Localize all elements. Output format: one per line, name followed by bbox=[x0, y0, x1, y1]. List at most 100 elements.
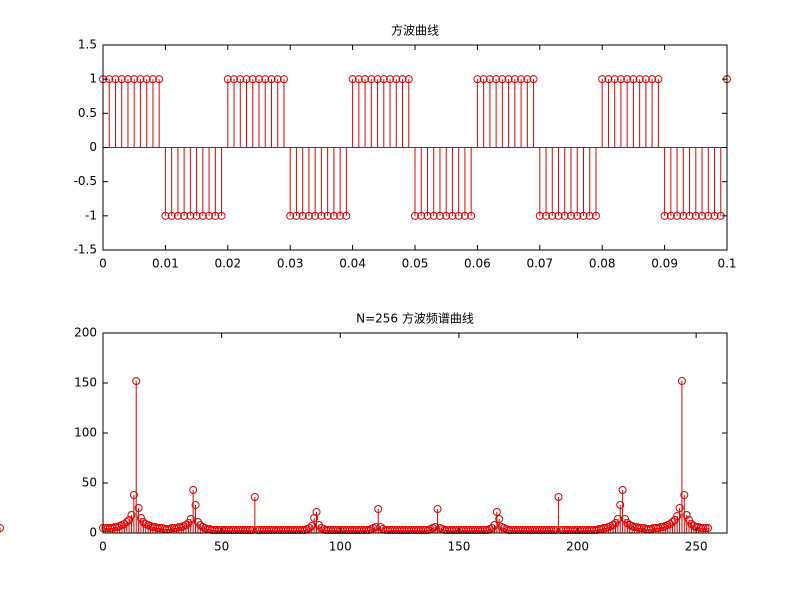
stem-marker bbox=[431, 523, 440, 531]
x-tick-label: 0.01 bbox=[152, 257, 179, 271]
stem-marker bbox=[205, 211, 214, 220]
stem-marker bbox=[173, 211, 182, 220]
stem-marker bbox=[529, 75, 538, 84]
stem-marker bbox=[110, 523, 119, 531]
stem-marker bbox=[585, 211, 594, 220]
stem-marker bbox=[404, 75, 413, 84]
stem-marker bbox=[250, 493, 259, 501]
stem-marker bbox=[136, 75, 145, 84]
stem-marker bbox=[261, 75, 270, 84]
stem-marker bbox=[604, 75, 613, 84]
stem-marker bbox=[411, 211, 419, 220]
stem-marker bbox=[312, 508, 321, 516]
stem-marker bbox=[286, 211, 295, 220]
x-tick-label: 0 bbox=[99, 540, 107, 554]
x-tick-label: 0.02 bbox=[214, 257, 241, 271]
stem-marker bbox=[127, 511, 136, 519]
stem-marker bbox=[279, 75, 288, 84]
stem-marker bbox=[329, 211, 338, 220]
stem-marker bbox=[498, 75, 507, 84]
stem-marker bbox=[554, 211, 563, 220]
stem-marker bbox=[198, 211, 207, 220]
stem-marker bbox=[492, 508, 501, 516]
stem-marker bbox=[623, 75, 632, 84]
stem-marker bbox=[490, 521, 499, 529]
stem-marker bbox=[442, 211, 451, 220]
x-tick-label: 0.07 bbox=[526, 257, 553, 271]
stem-marker bbox=[704, 524, 713, 532]
stem-marker bbox=[435, 211, 444, 220]
stem-marker bbox=[129, 491, 138, 499]
stem-marker bbox=[673, 211, 682, 220]
stem-marker bbox=[217, 211, 226, 220]
stem-marker bbox=[535, 211, 544, 220]
x-tick-label: 100 bbox=[329, 540, 352, 554]
stem-marker bbox=[348, 75, 357, 84]
stem-marker bbox=[656, 523, 665, 531]
stem-marker bbox=[573, 211, 582, 220]
plot-area bbox=[103, 333, 727, 533]
stem-marker bbox=[111, 75, 120, 84]
stem-marker bbox=[323, 211, 332, 220]
stem-marker bbox=[417, 211, 426, 220]
stem-marker bbox=[304, 211, 313, 220]
stem-marker bbox=[701, 524, 710, 532]
stem-marker bbox=[542, 211, 551, 220]
stem-marker bbox=[125, 516, 134, 524]
stem-marker bbox=[122, 518, 131, 526]
stem-marker bbox=[679, 211, 688, 220]
stem-marker bbox=[130, 75, 139, 84]
stem-marker bbox=[184, 519, 193, 527]
x-tick-label: 0 bbox=[99, 257, 107, 271]
stem-marker bbox=[398, 75, 407, 84]
stem-marker bbox=[460, 211, 469, 220]
stem-marker bbox=[230, 75, 239, 84]
stem-marker bbox=[673, 512, 682, 520]
stem-marker bbox=[691, 211, 700, 220]
stem-marker bbox=[167, 211, 176, 220]
stem-marker bbox=[629, 75, 638, 84]
stem-marker bbox=[660, 211, 669, 220]
stem-marker bbox=[448, 211, 457, 220]
stem-marker bbox=[236, 75, 245, 84]
stem-marker bbox=[620, 515, 629, 523]
stem-marker bbox=[223, 75, 232, 84]
stem-marker bbox=[698, 211, 707, 220]
y-tick-label: -1.5 bbox=[74, 243, 97, 257]
stem-marker bbox=[211, 211, 220, 220]
stem-marker bbox=[242, 75, 251, 84]
stem-marker bbox=[685, 516, 694, 524]
stem-marker bbox=[433, 505, 442, 513]
stem-marker bbox=[710, 211, 719, 220]
stem-marker bbox=[648, 75, 657, 84]
stem-marker bbox=[134, 504, 143, 512]
stem-marker bbox=[554, 493, 563, 501]
stem-marker bbox=[186, 515, 195, 523]
x-tick-label: 0.08 bbox=[589, 257, 616, 271]
stem-marker bbox=[492, 75, 501, 84]
y-tick-label: 0 bbox=[89, 140, 97, 154]
stem-marker bbox=[136, 514, 145, 522]
stem-marker bbox=[504, 75, 513, 84]
stem-marker bbox=[123, 75, 132, 84]
stem-marker bbox=[305, 524, 314, 532]
stem-marker bbox=[598, 75, 607, 84]
stem-marker bbox=[182, 521, 191, 529]
stem-marker bbox=[666, 211, 675, 220]
stem-marker bbox=[618, 486, 627, 494]
stem-marker bbox=[371, 523, 380, 531]
x-tick-label: 0.04 bbox=[339, 257, 366, 271]
stem-marker bbox=[611, 519, 620, 527]
stem-marker bbox=[682, 511, 691, 519]
y-tick-label: 0.5 bbox=[78, 106, 97, 120]
stem-marker bbox=[609, 521, 618, 529]
y-tick-label: 200 bbox=[74, 326, 97, 340]
stem-marker bbox=[255, 75, 263, 84]
x-tick-label: 0.05 bbox=[402, 257, 429, 271]
stem-marker bbox=[354, 75, 363, 84]
stem-marker bbox=[635, 75, 644, 84]
stem-marker bbox=[668, 518, 677, 526]
stem-marker bbox=[180, 211, 189, 220]
stem-marker bbox=[379, 75, 388, 84]
x-tick-label: 150 bbox=[447, 540, 470, 554]
